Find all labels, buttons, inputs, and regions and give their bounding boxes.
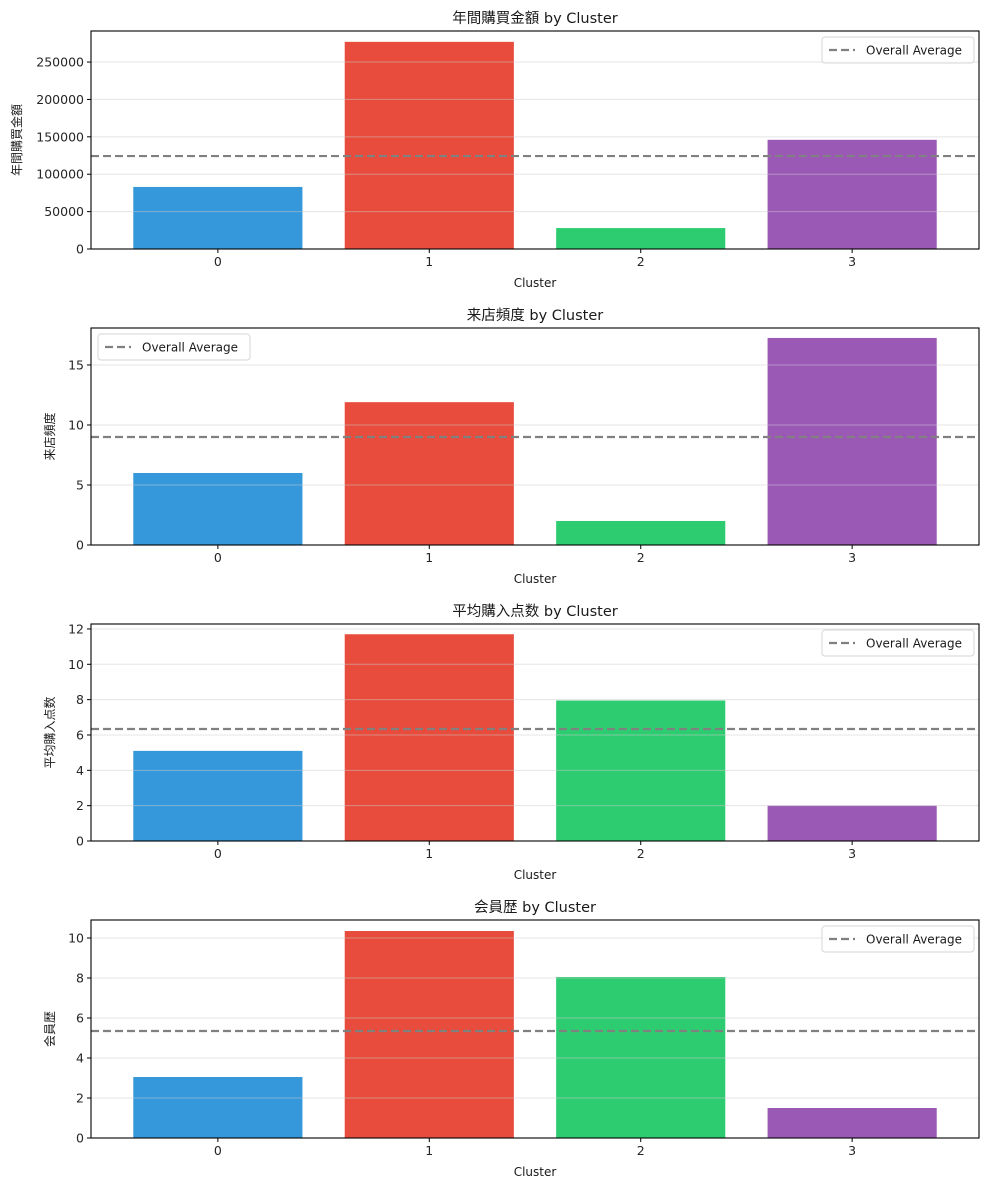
y-tick-label: 10 xyxy=(68,931,84,946)
x-tick-label: 0 xyxy=(214,254,222,269)
chart-title: 来店頻度 by Cluster xyxy=(467,307,604,324)
x-tick-label: 2 xyxy=(637,846,645,861)
chart-panel-0: 0 50000 100000 150000 200000 250000 0 1 2 3 年間購買金額… xyxy=(9,10,980,290)
chart-panel-1: 0 5 10 15 0 1 2 3 来店頻度 by Cluster Cluster 来店頻度 Over… xyxy=(42,307,980,586)
x-tick-label: 1 xyxy=(425,550,433,565)
bar-cluster-3 xyxy=(767,337,937,545)
y-tick-label: 0 xyxy=(76,1131,84,1146)
x-tick-label: 3 xyxy=(848,1143,856,1158)
y-tick-label: 10 xyxy=(68,417,84,432)
x-axis-label: Cluster xyxy=(514,276,557,290)
y-tick-label: 8 xyxy=(76,692,84,707)
legend-label: Overall Average xyxy=(866,44,962,58)
legend-label: Overall Average xyxy=(866,637,962,651)
legend: Overall Average xyxy=(821,36,975,64)
x-tick-label: 0 xyxy=(214,1143,222,1158)
x-tick-label: 2 xyxy=(637,1143,645,1158)
legend-label: Overall Average xyxy=(866,933,962,947)
legend-box xyxy=(821,36,975,64)
x-tick-label: 2 xyxy=(637,550,645,565)
y-axis-label: 来店頻度 xyxy=(42,412,57,460)
bar-cluster-3 xyxy=(767,139,937,249)
y-tick-label: 0 xyxy=(76,242,84,257)
bar-cluster-1 xyxy=(344,41,514,250)
y-tick-label: 150000 xyxy=(36,129,84,144)
bar-cluster-0 xyxy=(133,1077,303,1138)
y-tick-label: 5 xyxy=(76,477,84,492)
axes-frame xyxy=(90,327,980,546)
y-tick-label: 2 xyxy=(76,1091,84,1106)
x-axis-label: Cluster xyxy=(514,868,557,882)
bar-cluster-0 xyxy=(133,186,303,249)
chart-title: 平均購入点数 by Cluster xyxy=(452,603,618,620)
chart-title: 会員歴 by Cluster xyxy=(474,899,596,916)
y-axis-label: 年間購買金額 xyxy=(9,104,24,176)
axes-frame xyxy=(90,30,980,250)
bar-cluster-0 xyxy=(133,472,303,545)
y-tick-label: 250000 xyxy=(36,55,84,70)
y-tick-label: 6 xyxy=(76,1011,84,1026)
legend-box xyxy=(821,629,975,657)
bar-cluster-2 xyxy=(556,520,726,545)
x-axis-label: Cluster xyxy=(514,572,557,586)
x-tick-label: 3 xyxy=(848,550,856,565)
axes-frame xyxy=(90,623,980,842)
y-tick-label: 15 xyxy=(68,357,84,372)
x-tick-label: 3 xyxy=(848,846,856,861)
y-tick-label: 200000 xyxy=(36,92,84,107)
legend-box xyxy=(97,333,251,361)
chart-title: 年間購買金額 by Cluster xyxy=(452,10,618,27)
legend-label: Overall Average xyxy=(142,341,238,355)
y-tick-label: 100000 xyxy=(36,167,84,182)
legend: Overall Average xyxy=(821,925,975,953)
legend: Overall Average xyxy=(821,629,975,657)
x-tick-label: 1 xyxy=(425,1143,433,1158)
x-tick-label: 1 xyxy=(425,254,433,269)
bar-cluster-3 xyxy=(767,805,937,841)
bar-cluster-2 xyxy=(556,228,726,249)
bar-cluster-3 xyxy=(767,1108,937,1138)
legend-box xyxy=(821,925,975,953)
x-tick-label: 3 xyxy=(848,254,856,269)
y-tick-label: 12 xyxy=(68,621,84,636)
y-tick-label: 2 xyxy=(76,798,84,813)
y-tick-label: 4 xyxy=(76,1051,84,1066)
y-axis-label: 平均購入点数 xyxy=(42,696,57,768)
y-axis-label: 会員歴 xyxy=(43,1011,57,1047)
bar-cluster-1 xyxy=(344,402,514,545)
y-tick-label: 6 xyxy=(76,727,84,742)
axes-frame xyxy=(90,919,980,1139)
y-tick-label: 4 xyxy=(76,763,84,778)
y-tick-label: 8 xyxy=(76,971,84,986)
x-axis-label: Cluster xyxy=(514,1165,557,1179)
y-tick-label: 0 xyxy=(76,538,84,553)
bar-cluster-0 xyxy=(133,750,303,841)
x-tick-label: 0 xyxy=(214,846,222,861)
bar-cluster-1 xyxy=(344,931,514,1138)
chart-panel-3: 0 2 4 6 8 10 0 1 2 3 会員歴 by Cluster Cluster 会員歴 Overa… xyxy=(43,899,980,1179)
bar-cluster-1 xyxy=(344,634,514,841)
legend: Overall Average xyxy=(97,333,251,361)
y-tick-label: 10 xyxy=(68,657,84,672)
x-tick-label: 2 xyxy=(637,254,645,269)
x-tick-label: 0 xyxy=(214,550,222,565)
y-tick-label: 50000 xyxy=(44,204,84,219)
x-tick-label: 1 xyxy=(425,846,433,861)
y-tick-label: 0 xyxy=(76,834,84,849)
